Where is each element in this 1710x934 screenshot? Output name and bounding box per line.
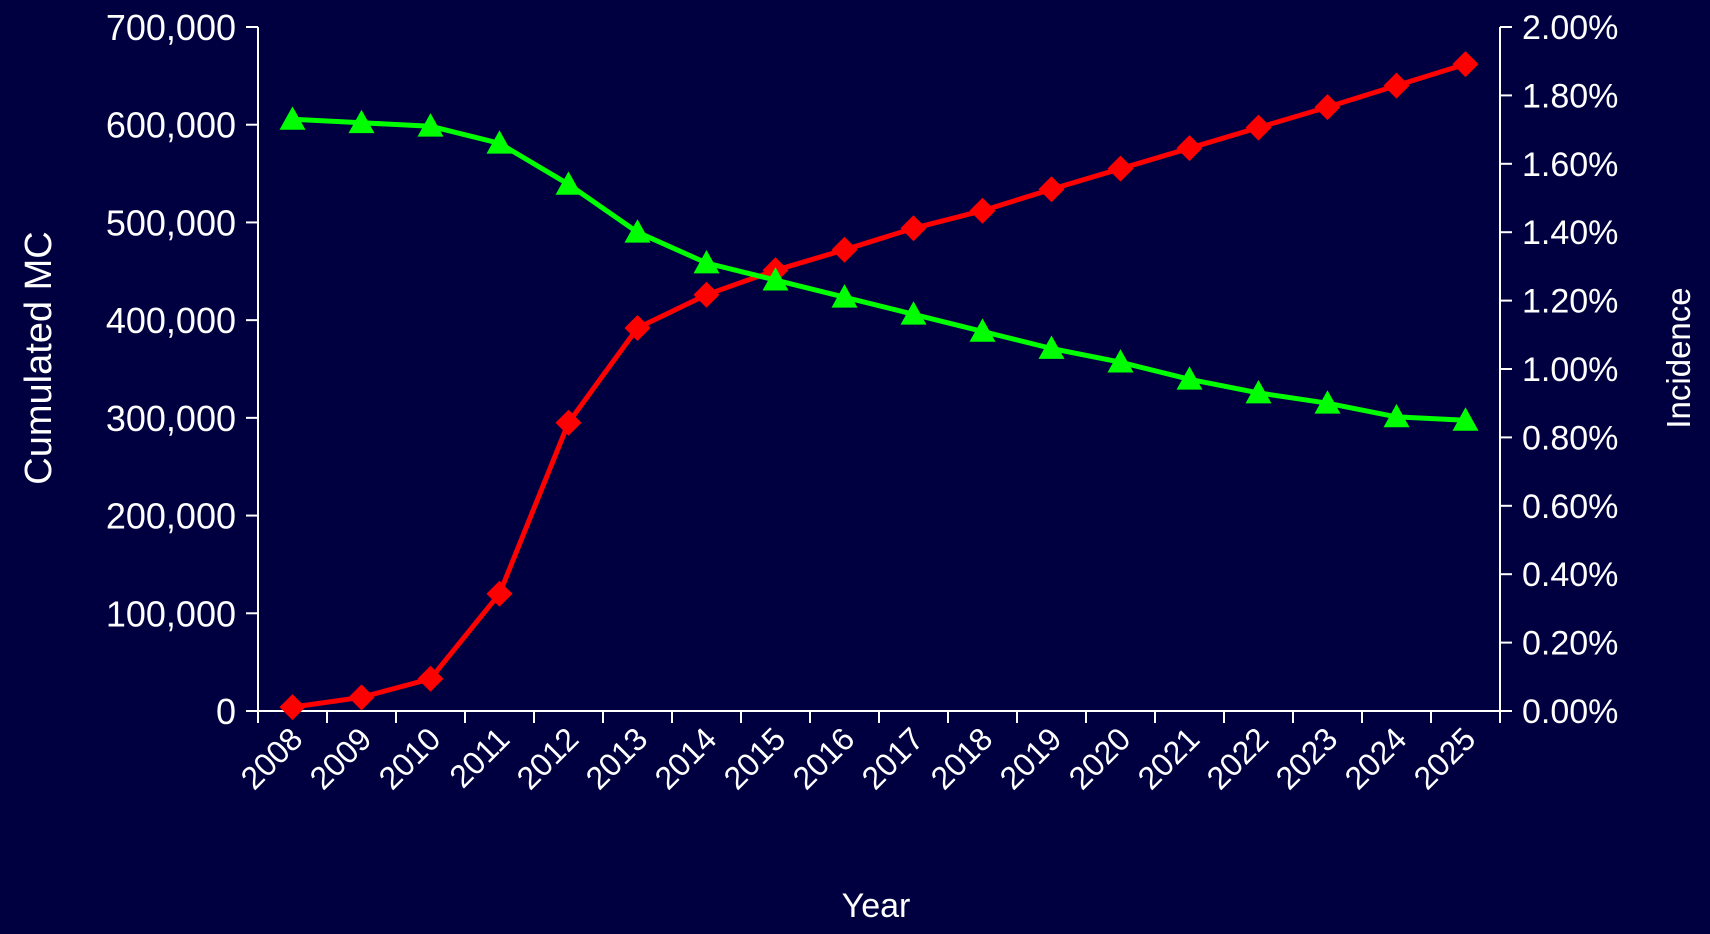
incidence-data-point — [693, 249, 720, 274]
mc-data-point — [1107, 155, 1134, 182]
mc-series-line — [292, 61, 1467, 710]
y-right-tick-label: 1.40% — [1522, 214, 1618, 252]
incidence-data-point — [624, 219, 651, 243]
incidence-data-point — [969, 318, 996, 342]
y-right-tick-label: 1.80% — [1522, 77, 1618, 115]
incidence-data-point — [1038, 335, 1065, 359]
x-axis-label: Year — [842, 887, 911, 925]
incidence-data-point — [348, 109, 375, 134]
y-left-tick-label: 400,000 — [106, 300, 236, 341]
mc-data-point — [1452, 51, 1479, 78]
y-left-tick-label: 700,000 — [106, 7, 236, 48]
y-right-tick-label: 0.40% — [1522, 556, 1618, 594]
y-axis-right-label: Incidence — [1660, 287, 1697, 428]
incidence-series-line — [292, 116, 1466, 423]
incidence-data-point — [279, 106, 306, 130]
y-left-tick-label: 600,000 — [106, 105, 236, 146]
y-left-tick-label: 0 — [216, 691, 236, 732]
mc-data-point — [831, 236, 858, 263]
y-right-tick-label: 2.00% — [1522, 9, 1618, 47]
series-group — [279, 51, 1479, 721]
mc-data-point — [1383, 72, 1410, 99]
y-left-tick-label: 300,000 — [106, 398, 236, 439]
mc-data-point — [555, 409, 582, 436]
incidence-data-point — [1314, 390, 1341, 414]
incidence-data-point — [555, 171, 582, 195]
mc-data-point — [486, 580, 513, 607]
mc-data-point — [969, 197, 996, 224]
incidence-data-point — [900, 301, 927, 325]
y-right-tick-label: 1.00% — [1522, 351, 1618, 389]
incidence-data-point — [1452, 407, 1479, 431]
y-right-tick-label: 0.80% — [1522, 419, 1618, 457]
incidence-data-point — [831, 284, 858, 308]
mc-data-point — [279, 694, 306, 721]
incidence-data-point — [1176, 366, 1203, 390]
mc-data-point — [900, 215, 927, 242]
mc-data-point — [693, 281, 720, 308]
mc-data-point — [1176, 135, 1203, 162]
y-axis-left-label: Cumulated MC — [18, 231, 60, 484]
mc-data-point — [1038, 176, 1065, 203]
incidence-data-point — [1383, 403, 1410, 428]
y-right-tick-label: 0.00% — [1522, 693, 1618, 731]
incidence-data-point — [1245, 379, 1272, 404]
y-left-tick-label: 100,000 — [106, 593, 236, 634]
y-left-tick-label: 200,000 — [106, 496, 236, 537]
incidence-data-point — [486, 130, 513, 154]
mc-data-point — [1314, 94, 1341, 121]
mc-data-point — [348, 684, 375, 711]
mc-data-point — [1245, 114, 1272, 141]
incidence-data-point — [762, 267, 789, 291]
incidence-data-point — [417, 113, 444, 137]
incidence-data-point — [1107, 349, 1134, 373]
y-right-tick-label: 0.60% — [1522, 488, 1618, 526]
y-right-tick-label: 1.20% — [1522, 283, 1618, 321]
y-right-tick-label: 0.20% — [1522, 625, 1618, 663]
y-left-tick-label: 500,000 — [106, 202, 236, 243]
y-right-tick-label: 1.60% — [1522, 146, 1618, 184]
mc-data-point — [417, 665, 444, 692]
mc-data-point — [624, 314, 651, 341]
